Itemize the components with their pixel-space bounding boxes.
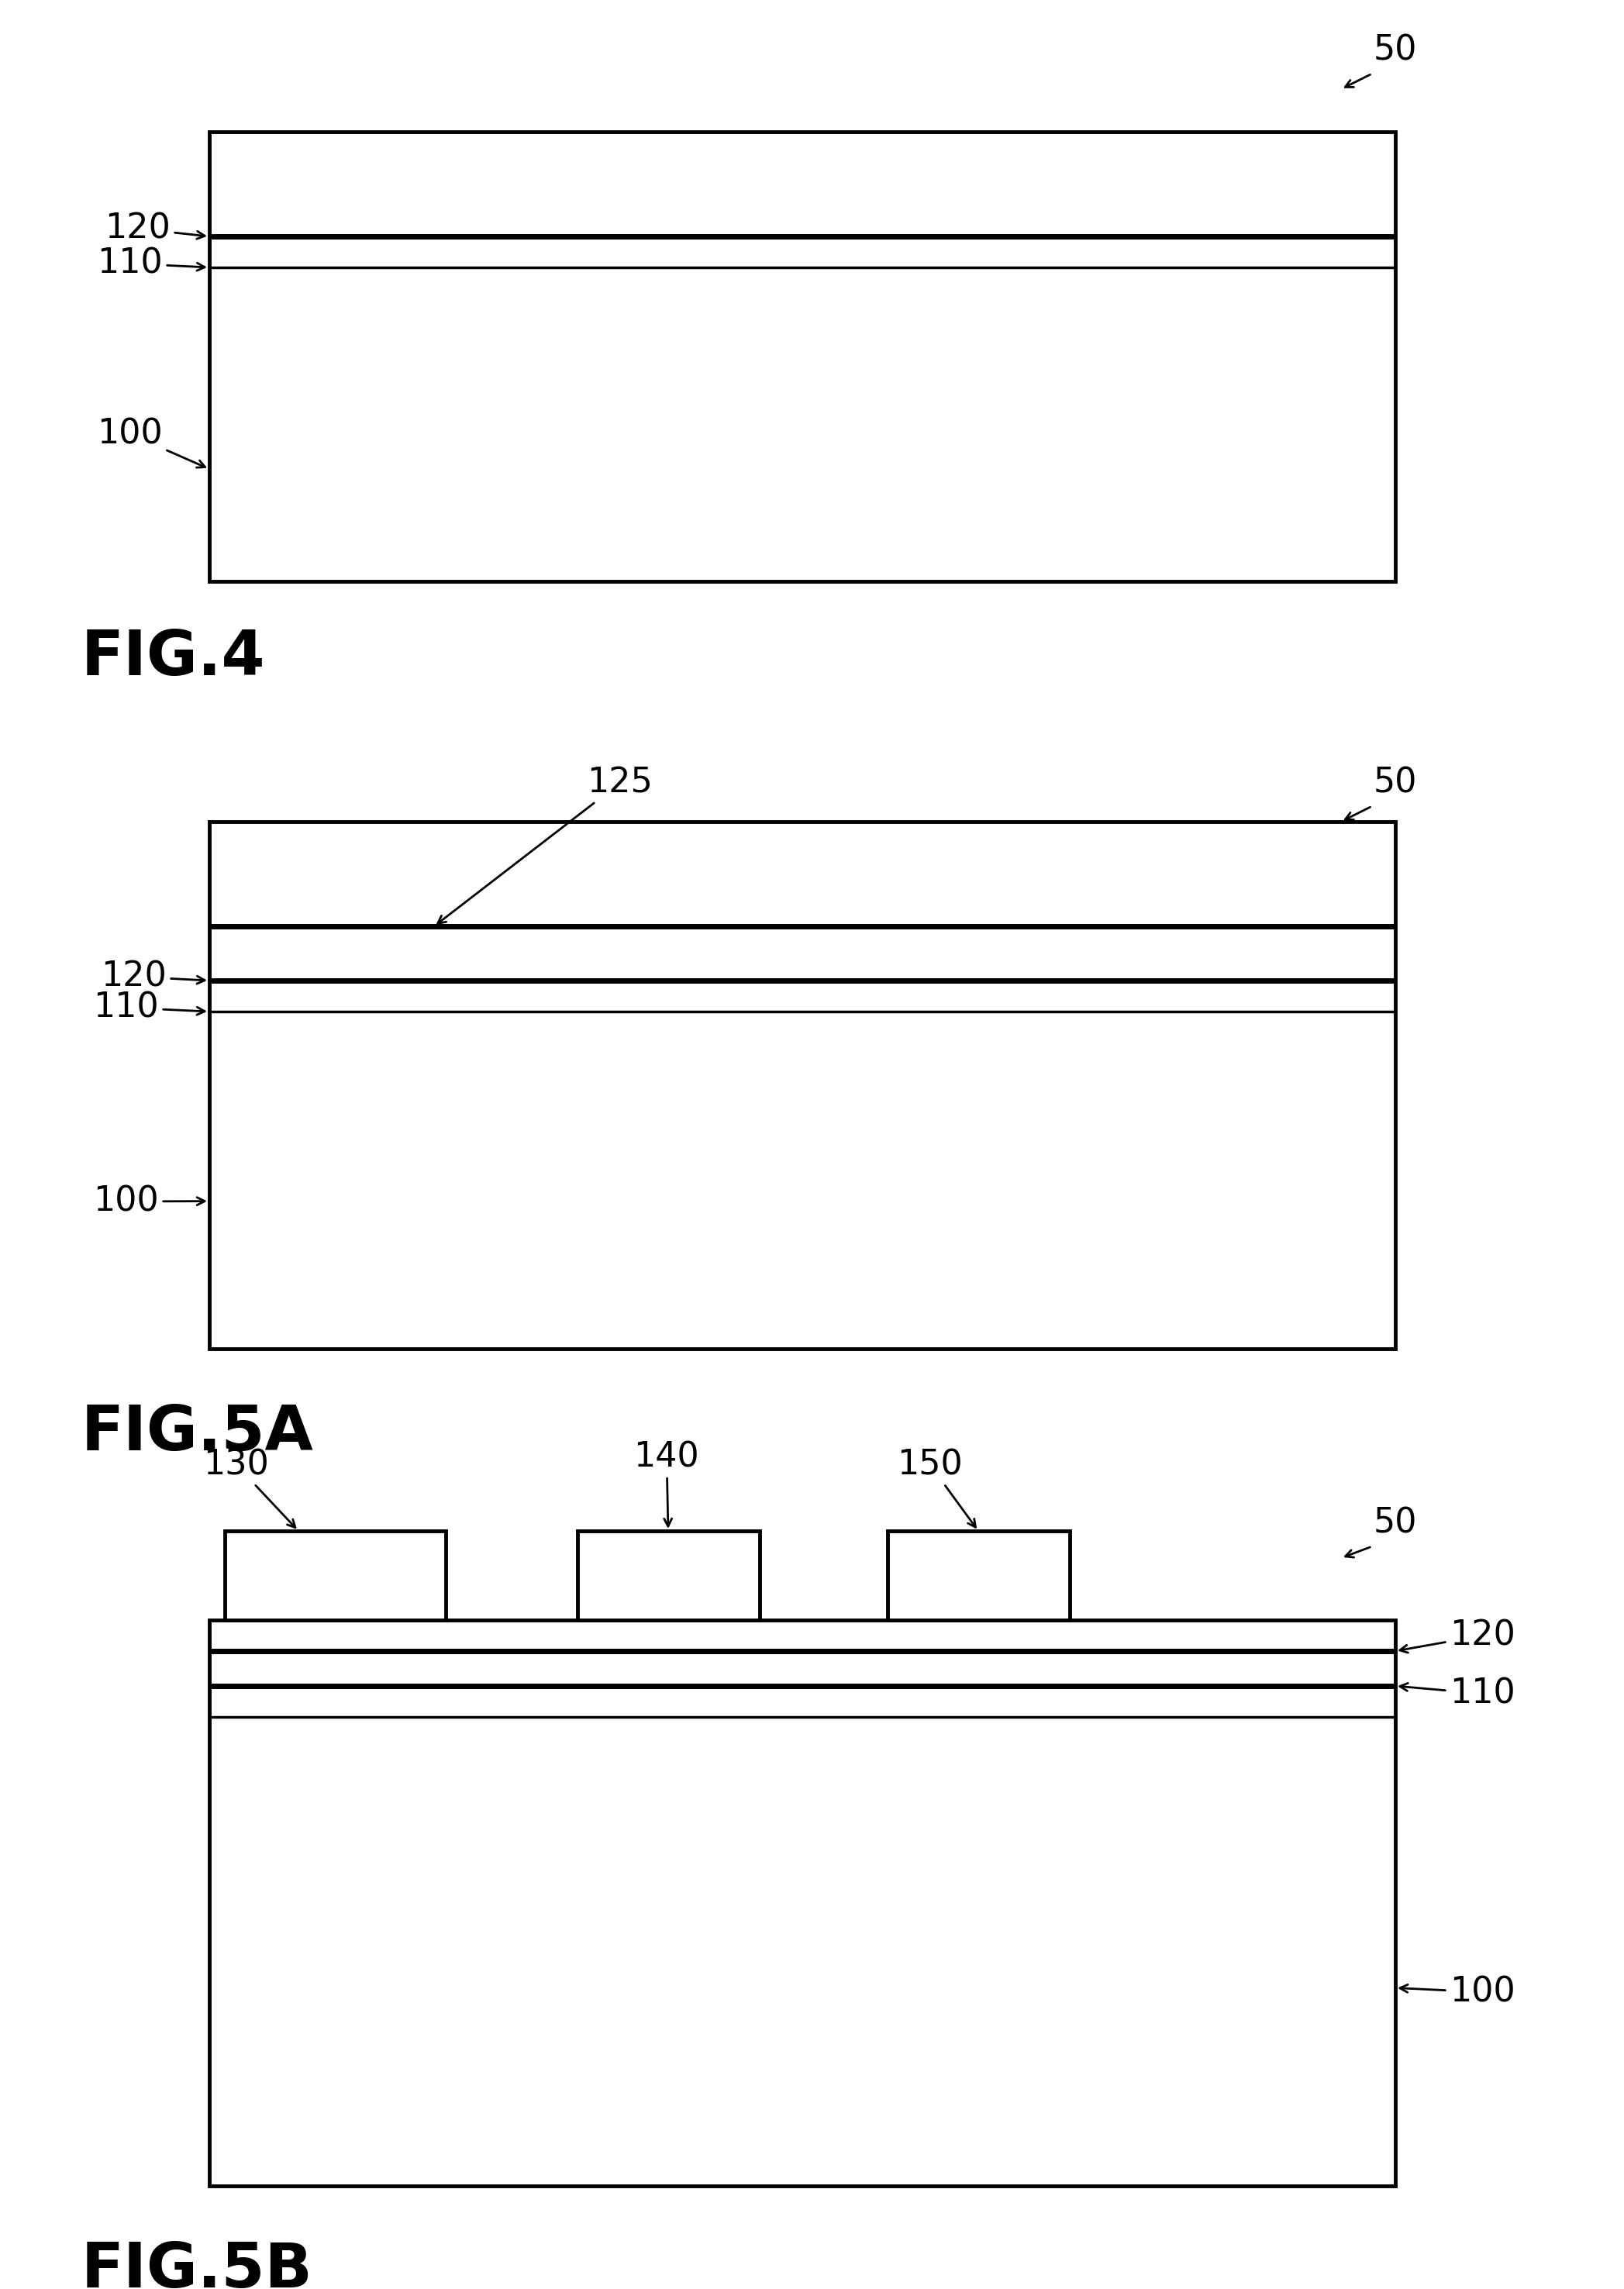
Bar — [209, 822, 1395, 1348]
Bar — [888, 1531, 1070, 1621]
Text: 120: 120 — [104, 213, 205, 245]
Text: 140: 140 — [633, 1440, 700, 1527]
Bar — [209, 133, 1395, 581]
Text: 110: 110 — [97, 247, 205, 279]
Bar — [224, 1531, 445, 1621]
Text: FIG.4: FIG.4 — [81, 627, 265, 689]
Text: 130: 130 — [203, 1449, 296, 1527]
Text: 100: 100 — [93, 1186, 205, 1218]
Text: 100: 100 — [1400, 1975, 1515, 2010]
Text: 110: 110 — [93, 991, 205, 1025]
Text: FIG.5A: FIG.5A — [81, 1403, 313, 1463]
Text: 50: 50 — [1374, 1506, 1418, 1540]
Text: 50: 50 — [1374, 34, 1418, 66]
Text: 50: 50 — [1374, 767, 1418, 799]
Bar — [209, 1621, 1395, 2186]
Text: 120: 120 — [101, 959, 205, 993]
Text: 120: 120 — [1400, 1618, 1515, 1653]
Bar — [578, 1531, 760, 1621]
Text: 110: 110 — [1400, 1678, 1515, 1710]
Text: 100: 100 — [97, 417, 205, 467]
Text: 125: 125 — [438, 767, 653, 922]
Text: FIG.5B: FIG.5B — [81, 2241, 313, 2289]
Text: 150: 150 — [898, 1449, 976, 1527]
